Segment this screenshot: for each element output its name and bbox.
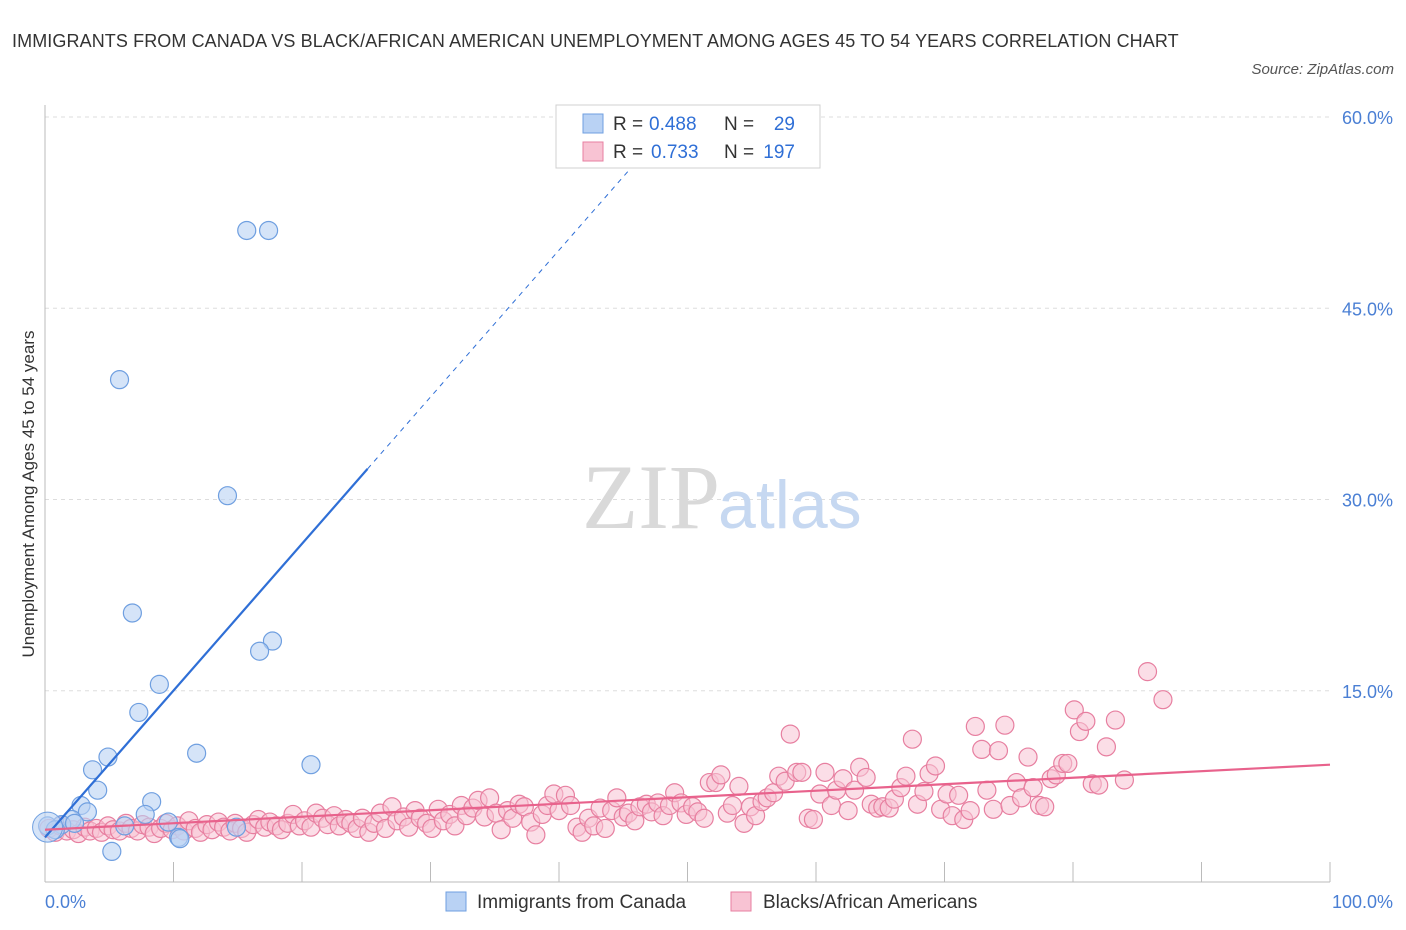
n-value-blacks: 197 [763, 142, 795, 163]
legend-swatch-canada [582, 113, 604, 134]
gridlines [45, 116, 1330, 692]
point-blacks [983, 799, 1003, 819]
point-blacks [896, 766, 916, 786]
point-canada [258, 220, 279, 241]
point-canada [88, 780, 108, 800]
n-label-canada: N = [724, 114, 754, 135]
point-blacks [1105, 710, 1126, 730]
point-blacks [838, 800, 858, 821]
point-canada [249, 641, 270, 661]
r-label-canada: R = [613, 114, 643, 135]
point-blacks [711, 765, 731, 785]
bottom-legend: Immigrants from Canada Blacks/African Am… [445, 891, 977, 913]
point-blacks [914, 781, 934, 802]
point-blacks [803, 809, 824, 830]
point-blacks [526, 825, 546, 845]
legend-label-canada: Immigrants from Canada [477, 892, 687, 913]
series-canada-points [32, 220, 321, 862]
point-blacks [988, 741, 1009, 761]
point-canada [109, 370, 130, 390]
point-blacks [1137, 662, 1158, 682]
point-blacks [1018, 747, 1038, 767]
y-tick-label: 45.0% [1342, 299, 1393, 319]
point-canada [170, 829, 190, 849]
point-blacks [1089, 775, 1109, 795]
point-blacks [949, 785, 969, 805]
point-canada [129, 702, 149, 723]
point-blacks [1096, 737, 1117, 757]
point-blacks [792, 762, 812, 782]
chart-title: IMMIGRANTS FROM CANADA VS BLACK/AFRICAN … [12, 31, 1179, 51]
point-canada [122, 603, 142, 623]
stats-legend: R = 0.488 N = 29 R = 0.733 N = 197 [555, 104, 821, 169]
point-canada [149, 674, 169, 694]
point-canada [82, 760, 103, 780]
watermark-atlas: atlas [718, 467, 862, 543]
point-canada [237, 220, 257, 241]
point-blacks [833, 769, 853, 789]
point-blacks [856, 767, 876, 788]
point-blacks [560, 795, 581, 816]
n-label-blacks: N = [724, 142, 754, 163]
y-tick-label: 30.0% [1342, 491, 1393, 511]
y-tick-labels: 15.0% 30.0% 45.0% 60.0% [1342, 108, 1393, 702]
y-tick-label: 60.0% [1342, 108, 1393, 128]
source-label: Source: ZipAtlas.com [1251, 61, 1394, 78]
y-axis-label: Unemployment Among Ages 45 to 54 years [19, 331, 38, 658]
point-blacks [1076, 711, 1096, 731]
legend-label-blacks: Blacks/African Americans [763, 892, 977, 913]
point-canada [77, 802, 98, 822]
legend-swatch-blacks [582, 141, 604, 162]
point-blacks [902, 729, 922, 749]
point-canada [135, 804, 155, 825]
point-canada [262, 631, 283, 651]
axes [44, 105, 1331, 883]
watermark-zip: ZIP [582, 446, 720, 548]
point-blacks [995, 715, 1015, 735]
trend-line-canada-extension [367, 154, 643, 470]
point-blacks [694, 808, 714, 828]
point-blacks [1153, 690, 1173, 710]
point-canada [102, 841, 122, 862]
point-blacks [1058, 753, 1078, 774]
point-canada [64, 813, 85, 833]
series-blacks-points [39, 662, 1173, 845]
point-canada [301, 755, 321, 775]
point-blacks [595, 818, 615, 839]
point-blacks [815, 762, 835, 782]
x-tick-min: 0.0% [45, 892, 86, 912]
trend-lines [44, 154, 1331, 839]
trend-line-blacks [44, 763, 1331, 831]
r-value-canada: 0.488 [649, 114, 697, 135]
n-value-canada: 29 [774, 114, 795, 135]
point-blacks [960, 800, 980, 821]
point-blacks [965, 716, 985, 737]
legend-swatch-blacks-bottom [730, 891, 752, 912]
y-tick-label: 15.0% [1342, 682, 1393, 702]
point-blacks [1035, 797, 1055, 817]
point-blacks [607, 788, 627, 808]
point-blacks [491, 820, 511, 840]
point-canada [226, 817, 247, 837]
point-canada-large [32, 811, 64, 843]
point-blacks [1023, 778, 1043, 798]
point-blacks [925, 756, 946, 776]
point-blacks [722, 795, 743, 816]
point-blacks [1064, 700, 1084, 720]
r-value-blacks: 0.733 [651, 142, 699, 163]
point-blacks [972, 739, 992, 760]
legend-swatch-canada-bottom [445, 891, 467, 912]
trend-line-canada [44, 468, 369, 839]
r-label-blacks: R = [613, 142, 643, 163]
point-blacks [780, 724, 800, 744]
point-blacks [729, 776, 749, 796]
point-canada [187, 743, 207, 763]
x-tick-max: 100.0% [1332, 892, 1393, 912]
point-blacks [977, 780, 997, 800]
point-canada [217, 486, 238, 506]
